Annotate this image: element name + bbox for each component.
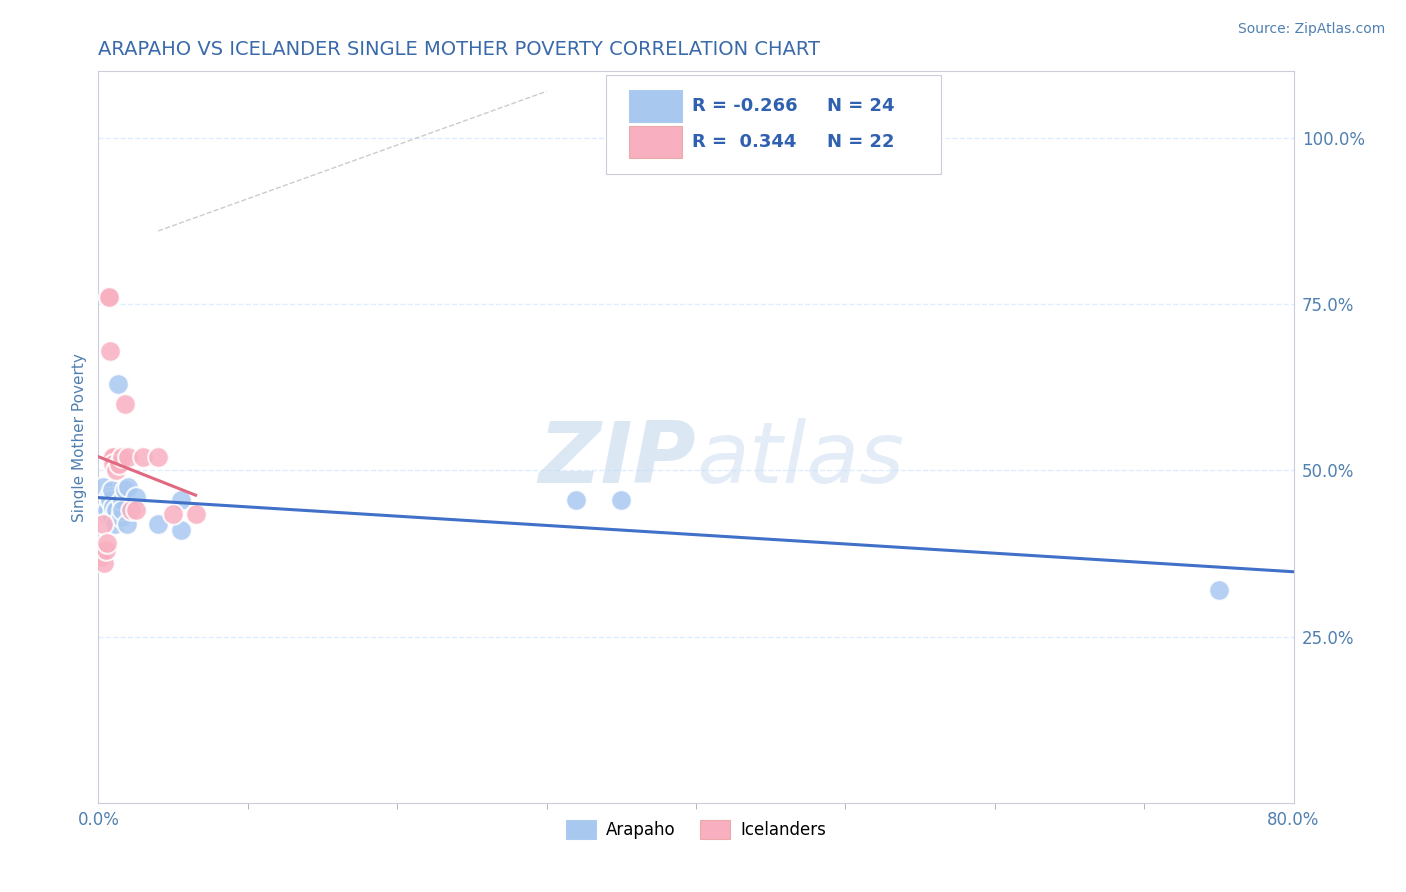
Point [103, 450, 125, 464]
Text: Source: ZipAtlas.com: Source: ZipAtlas.com [1237, 22, 1385, 37]
Point [101, 450, 124, 464]
Text: R = -0.266: R = -0.266 [692, 96, 799, 115]
Point [108, 457, 131, 471]
Text: N = 24: N = 24 [827, 96, 896, 115]
Point [96, 536, 118, 550]
Point [93, 557, 115, 571]
Point [90, 549, 112, 564]
Y-axis label: Single Mother Poverty: Single Mother Poverty [72, 352, 87, 522]
Point [105, 503, 128, 517]
Point [91, 480, 114, 494]
Point [94, 543, 117, 558]
Point [97, 290, 120, 304]
Point [101, 509, 124, 524]
Point [115, 516, 138, 531]
Text: ARAPAHO VS ICELANDER SINGLE MOTHER POVERTY CORRELATION CHART: ARAPAHO VS ICELANDER SINGLE MOTHER POVER… [98, 39, 821, 59]
Point [97, 490, 120, 504]
Text: R =  0.344: R = 0.344 [692, 133, 797, 152]
Text: atlas: atlas [696, 417, 904, 500]
Point [96, 503, 118, 517]
Point [103, 457, 125, 471]
Point [114, 397, 136, 411]
Point [132, 450, 155, 464]
Point [91, 516, 114, 531]
Point [111, 503, 134, 517]
Point [104, 516, 127, 531]
Point [148, 450, 170, 464]
Point [565, 493, 588, 508]
Point [169, 493, 191, 508]
Point [610, 493, 633, 508]
FancyBboxPatch shape [628, 90, 682, 122]
Point [184, 507, 207, 521]
Text: N = 22: N = 22 [827, 133, 896, 152]
Point [148, 516, 170, 531]
FancyBboxPatch shape [628, 126, 682, 159]
Point [120, 503, 142, 517]
Point [117, 450, 139, 464]
Point [162, 507, 184, 521]
Point [125, 503, 148, 517]
Point [114, 483, 136, 498]
Point [125, 490, 148, 504]
Point [98, 343, 122, 358]
Point [110, 509, 132, 524]
Point [169, 523, 191, 537]
Point [97, 290, 120, 304]
Point [103, 500, 125, 514]
Legend: Arapaho, Icelanders: Arapaho, Icelanders [560, 814, 832, 846]
Point [1208, 582, 1230, 597]
Point [101, 483, 124, 498]
Point [111, 493, 134, 508]
Point [98, 493, 122, 508]
Point [111, 450, 134, 464]
Text: ZIP: ZIP [538, 417, 696, 500]
FancyBboxPatch shape [606, 75, 941, 174]
Point [107, 376, 129, 391]
Point [94, 507, 117, 521]
Point [105, 463, 128, 477]
Point [117, 480, 139, 494]
